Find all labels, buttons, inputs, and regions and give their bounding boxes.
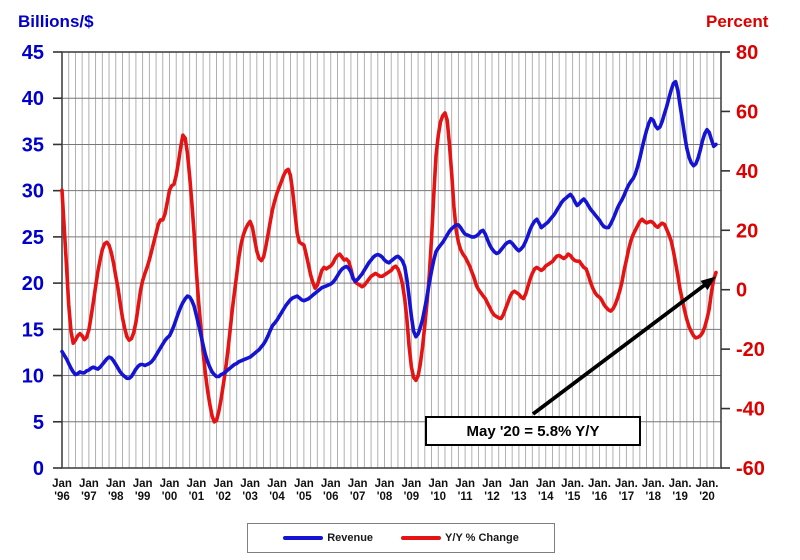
- x-tick-year: '17: [619, 491, 635, 503]
- left-tick-label: 10: [22, 366, 44, 388]
- left-tick-label: 15: [22, 319, 44, 341]
- yoy-legend-label: Y/Y % Change: [445, 532, 519, 544]
- right-tick-label: 0: [736, 280, 747, 302]
- right-tick-label: -40: [736, 399, 765, 421]
- annotation-text: May '20 = 5.8% Y/Y: [466, 422, 600, 440]
- revenue-swatch: [283, 536, 324, 540]
- x-tick-year: '96: [54, 491, 70, 503]
- x-tick-month: Jan.: [669, 478, 692, 490]
- x-tick-year: '12: [484, 491, 500, 503]
- x-tick-year: '09: [404, 491, 420, 503]
- x-tick-year: '13: [511, 491, 527, 503]
- plot-frame: [61, 51, 722, 469]
- x-tick-year: '01: [189, 491, 205, 503]
- x-tick-month: Jan.: [561, 478, 584, 490]
- x-tick-year: '14: [538, 491, 554, 503]
- x-tick-year: '15: [565, 491, 581, 503]
- x-tick-month: Jan: [401, 478, 421, 490]
- left-tick-label: 45: [22, 42, 44, 64]
- x-tick-month: Jan: [267, 478, 287, 490]
- right-tick-label: 80: [736, 42, 758, 64]
- left-axis-title: Billions/$: [18, 12, 94, 31]
- x-tick-year: '04: [269, 491, 285, 503]
- legend-item-revenue: Revenue: [283, 532, 373, 544]
- annotation-arrowhead: [700, 276, 716, 291]
- horizontal-gridlines: [62, 97, 721, 423]
- x-tick-month: Jan: [186, 478, 206, 490]
- left-axis-ticks: 0 5 10 15 20 25 30 35 40 45: [22, 42, 62, 480]
- left-tick-label: 0: [33, 458, 44, 480]
- x-tick-month: Jan: [213, 478, 233, 490]
- x-tick-month: Jan.: [615, 478, 638, 490]
- yoy-line: [60, 111, 718, 424]
- right-tick-label: -60: [736, 458, 765, 480]
- x-tick-month: Jan: [321, 478, 341, 490]
- x-tick-month: Jan.: [588, 478, 611, 490]
- x-tick-year: '08: [377, 491, 393, 503]
- right-axis-title: Percent: [706, 12, 769, 31]
- annotation-arrow: [531, 279, 712, 416]
- left-tick-label: 5: [33, 412, 44, 434]
- left-tick-label: 40: [22, 88, 44, 110]
- right-tick-label: 60: [736, 101, 758, 123]
- yoy-swatch: [401, 536, 442, 540]
- right-tick-label: -20: [736, 339, 765, 361]
- x-axis-labels: Jan'96Jan'97Jan'98Jan'99Jan'00Jan'01Jan'…: [52, 478, 718, 503]
- x-tick-month: Jan: [536, 478, 556, 490]
- annotation-callout: May '20 = 5.8% Y/Y: [425, 416, 641, 446]
- x-tick-month: Jan: [509, 478, 529, 490]
- x-tick-month: Jan: [52, 478, 72, 490]
- x-tick-month: Jan: [160, 478, 180, 490]
- x-tick-month: Jan: [240, 478, 260, 490]
- x-tick-year: '99: [135, 491, 151, 503]
- x-tick-year: '16: [592, 491, 608, 503]
- left-tick-label: 35: [22, 134, 44, 156]
- x-tick-month: Jan: [482, 478, 502, 490]
- x-tick-month: Jan: [455, 478, 475, 490]
- x-tick-year: '11: [458, 491, 473, 503]
- x-tick-year: '02: [215, 491, 231, 503]
- x-tick-year: '03: [242, 491, 258, 503]
- left-tick-label: 25: [22, 227, 44, 249]
- left-tick-label: 30: [22, 181, 44, 203]
- x-tick-year: '20: [699, 491, 715, 503]
- x-tick-month: Jan.: [695, 478, 718, 490]
- x-tick-month: Jan.: [642, 478, 665, 490]
- x-tick-year: '05: [296, 491, 312, 503]
- x-tick-year: '07: [350, 491, 366, 503]
- revenue-line: [60, 79, 718, 381]
- x-tick-year: '00: [162, 491, 178, 503]
- x-tick-month: Jan: [348, 478, 368, 490]
- x-tick-year: '10: [430, 491, 446, 503]
- x-tick-month: Jan: [79, 478, 99, 490]
- right-axis-ticks: -60 -40 -20 0 20 40 60 80: [721, 42, 765, 480]
- right-tick-label: 40: [736, 161, 758, 183]
- x-tick-year: '19: [672, 491, 688, 503]
- x-tick-year: '97: [81, 491, 97, 503]
- revenue-legend-label: Revenue: [327, 532, 374, 544]
- left-tick-label: 20: [22, 273, 44, 295]
- x-tick-year: '98: [108, 491, 124, 503]
- x-tick-year: '06: [323, 491, 339, 503]
- x-tick-year: '18: [645, 491, 661, 503]
- x-tick-month: Jan: [294, 478, 314, 490]
- x-tick-month: Jan: [133, 478, 153, 490]
- x-tick-month: Jan: [375, 478, 395, 490]
- x-tick-month: Jan: [428, 478, 448, 490]
- legend-item-yoy: Y/Y % Change: [401, 532, 519, 544]
- x-tick-month: Jan: [106, 478, 126, 490]
- legend: Revenue Y/Y % Change: [247, 523, 555, 553]
- right-tick-label: 20: [736, 220, 758, 242]
